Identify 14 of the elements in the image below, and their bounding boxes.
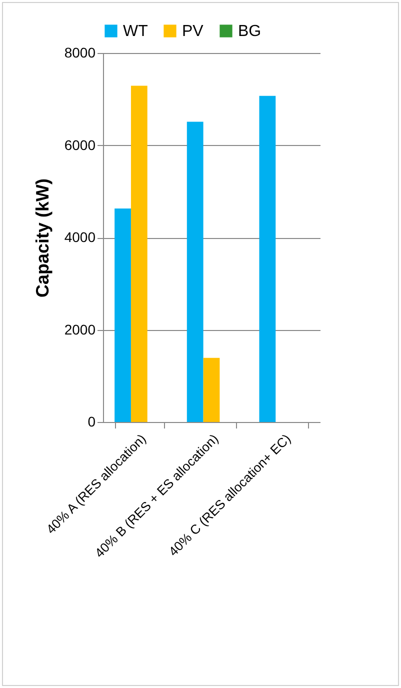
bar	[130, 86, 148, 422]
y-tick-label: 0	[88, 414, 96, 430]
y-tick-label: 8000	[64, 44, 96, 60]
bar	[203, 358, 220, 422]
y-tick-label: 6000	[64, 136, 96, 153]
y-tick-label: 4000	[64, 229, 96, 245]
legend-label: PV	[182, 23, 204, 40]
y-axis-title: Capacity (kW)	[32, 178, 52, 298]
y-tick-label: 2000	[64, 321, 96, 338]
legend-label: BG	[238, 23, 262, 40]
bar	[186, 122, 204, 422]
legend-label: WT	[123, 23, 148, 40]
bar	[114, 208, 131, 422]
bar	[259, 96, 276, 422]
